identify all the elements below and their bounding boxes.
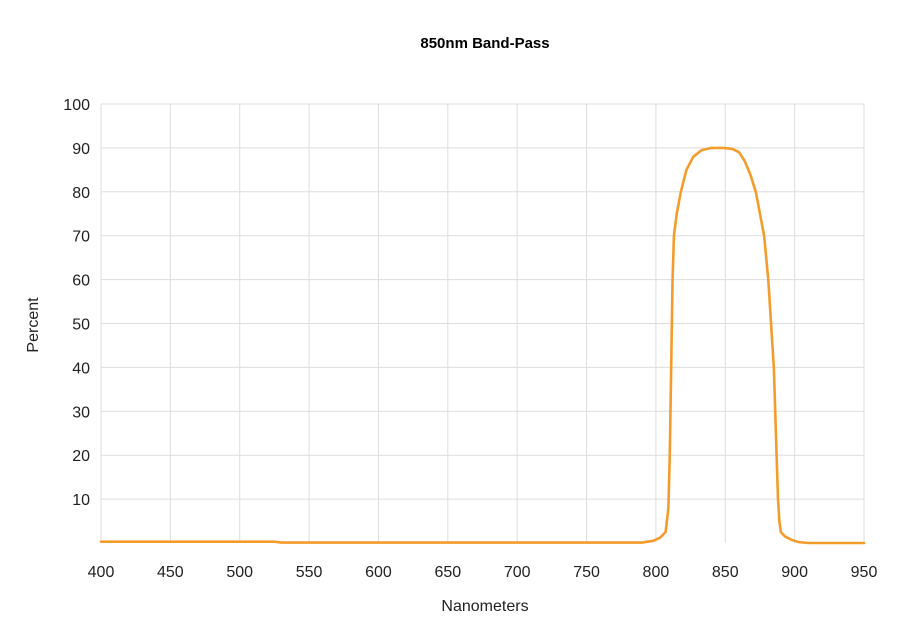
x-tick-label-850: 850 bbox=[712, 564, 739, 581]
y-tick-label-70: 70 bbox=[72, 229, 90, 246]
y-tick-label-50: 50 bbox=[72, 317, 90, 334]
y-tick-labels: 10 20 30 40 50 60 70 80 90 100 bbox=[63, 97, 90, 509]
y-gridlines bbox=[101, 103, 864, 500]
chart-title: 850nm Band-Pass bbox=[420, 35, 549, 52]
y-tick-label-100: 100 bbox=[63, 97, 90, 114]
x-tick-label-800: 800 bbox=[643, 564, 670, 581]
x-tick-label-500: 500 bbox=[226, 564, 253, 581]
series-line-0 bbox=[99, 146, 866, 545]
y-tick-label-60: 60 bbox=[72, 273, 90, 290]
y-tick-label-20: 20 bbox=[72, 448, 90, 465]
y-tick-label-40: 40 bbox=[72, 360, 90, 377]
y-tick-label-30: 30 bbox=[72, 404, 90, 421]
y-tick-label-80: 80 bbox=[72, 185, 90, 202]
x-tick-label-950: 950 bbox=[851, 564, 878, 581]
x-tick-label-750: 750 bbox=[573, 564, 600, 581]
series-group bbox=[99, 146, 866, 545]
x-tick-label-550: 550 bbox=[296, 564, 323, 581]
x-tick-label-400: 400 bbox=[88, 564, 115, 581]
y-tick-label-90: 90 bbox=[72, 141, 90, 158]
x-tick-label-700: 700 bbox=[504, 564, 531, 581]
y-tick-label-10: 10 bbox=[72, 492, 90, 509]
x-tick-label-600: 600 bbox=[365, 564, 392, 581]
y-axis-label: Percent bbox=[25, 297, 42, 353]
x-tick-label-900: 900 bbox=[781, 564, 808, 581]
x-tick-label-650: 650 bbox=[434, 564, 461, 581]
x-axis-label: Nanometers bbox=[441, 598, 528, 615]
x-tick-label-450: 450 bbox=[157, 564, 184, 581]
x-tick-labels: 400 450 500 550 600 650 700 750 800 850 900 950 bbox=[88, 564, 878, 581]
